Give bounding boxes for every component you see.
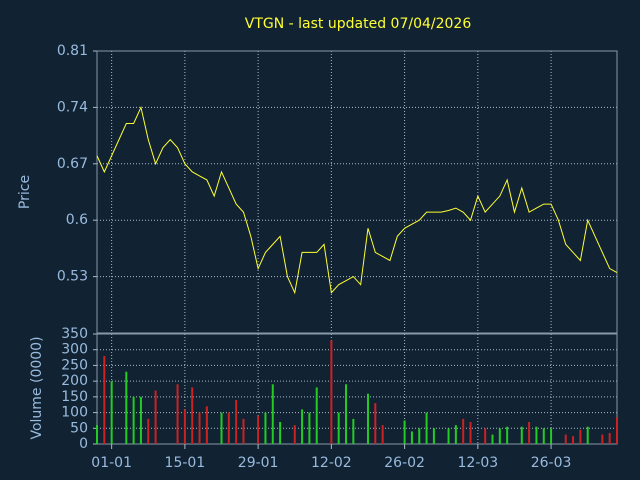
volume-bar [601, 434, 604, 444]
y-tick-label: 0.6 [66, 212, 88, 228]
x-tick-label: 29-01 [238, 455, 279, 471]
x-tick-label: 26-02 [384, 455, 425, 471]
volume-bar [454, 425, 457, 444]
price-axis-title: Price [17, 175, 33, 209]
y-tick-label: 150 [61, 389, 88, 405]
volume-bar [96, 425, 98, 444]
y-tick-label: 300 [61, 342, 88, 358]
volume-bar [366, 393, 369, 444]
y-tick-label: 0.67 [57, 156, 88, 172]
y-tick-label: 0 [79, 436, 88, 452]
volume-bar [469, 422, 472, 444]
volume-bar [616, 417, 618, 444]
price-line [96, 105, 618, 295]
volume-bar [462, 418, 465, 444]
volume-bar [432, 428, 435, 444]
x-tick-label: 01-01 [91, 455, 132, 471]
volume-bar [301, 409, 304, 444]
volume-bar [103, 356, 106, 444]
volume-bar [132, 396, 135, 444]
volume-bar [242, 418, 245, 444]
volume-bar [271, 384, 274, 444]
volume-bar [315, 387, 318, 444]
volume-bar [308, 412, 311, 444]
volume-bar [506, 426, 509, 444]
volume-bar [535, 426, 538, 444]
volume-bar [235, 400, 238, 444]
volume-bar [447, 428, 450, 444]
volume-bar [330, 340, 333, 444]
volume-bar [425, 412, 428, 444]
volume-bar [418, 428, 421, 444]
volume-bar [498, 428, 501, 444]
volume-bar [264, 412, 267, 444]
volume-bar [110, 381, 113, 444]
volume-bar [220, 412, 223, 444]
volume-bar [125, 371, 128, 444]
volume-bar [147, 418, 150, 444]
volume-bar [491, 434, 494, 444]
volume-bar [528, 422, 531, 444]
volume-bar [198, 412, 201, 444]
volume-bar [205, 406, 208, 444]
volume-bar [345, 384, 348, 444]
volume-bar [403, 420, 406, 444]
plot-frame [96, 333, 618, 445]
volume-bar [564, 434, 567, 444]
chart-title: VTGN - last updated 07/04/2026 [245, 16, 472, 32]
x-tick-label: 26-03 [531, 455, 572, 471]
volume-bar [293, 425, 296, 444]
y-tick-label: 200 [61, 373, 88, 389]
volume-bar [579, 429, 582, 444]
volume-bar [337, 412, 340, 444]
volume-bar [139, 396, 142, 444]
volume-bar [550, 428, 553, 444]
volume-bar [279, 422, 282, 444]
volume-bar [520, 426, 523, 444]
volume-bar [154, 390, 157, 444]
y-tick-label: 0.74 [57, 99, 88, 115]
volume-bar [374, 403, 377, 444]
volume-bar [191, 387, 194, 444]
y-tick-label: 0.53 [57, 269, 88, 285]
volume-axis-title: Volume (0000) [29, 336, 45, 439]
volume-bar [183, 409, 186, 444]
volume-bar [381, 425, 384, 444]
y-tick-label: 0.81 [57, 43, 88, 59]
plot-frame [96, 50, 618, 334]
volume-bar [608, 433, 611, 444]
volume-bar [484, 428, 487, 444]
volume-bar [542, 428, 545, 444]
volume-bar [572, 436, 575, 444]
y-tick-label: 100 [61, 405, 88, 421]
x-tick-label: 12-02 [311, 455, 352, 471]
volume-bar [352, 418, 355, 444]
volume-bar [176, 384, 179, 444]
volume-bar [257, 415, 260, 444]
volume-bar [410, 431, 413, 444]
volume-bar [586, 426, 589, 444]
x-tick-label: 12-03 [458, 455, 499, 471]
y-tick-label: 50 [70, 420, 88, 436]
x-tick-label: 15-01 [165, 455, 206, 471]
y-tick-label: 250 [61, 357, 88, 373]
volume-bar [227, 412, 230, 444]
y-tick-label: 350 [61, 326, 88, 342]
